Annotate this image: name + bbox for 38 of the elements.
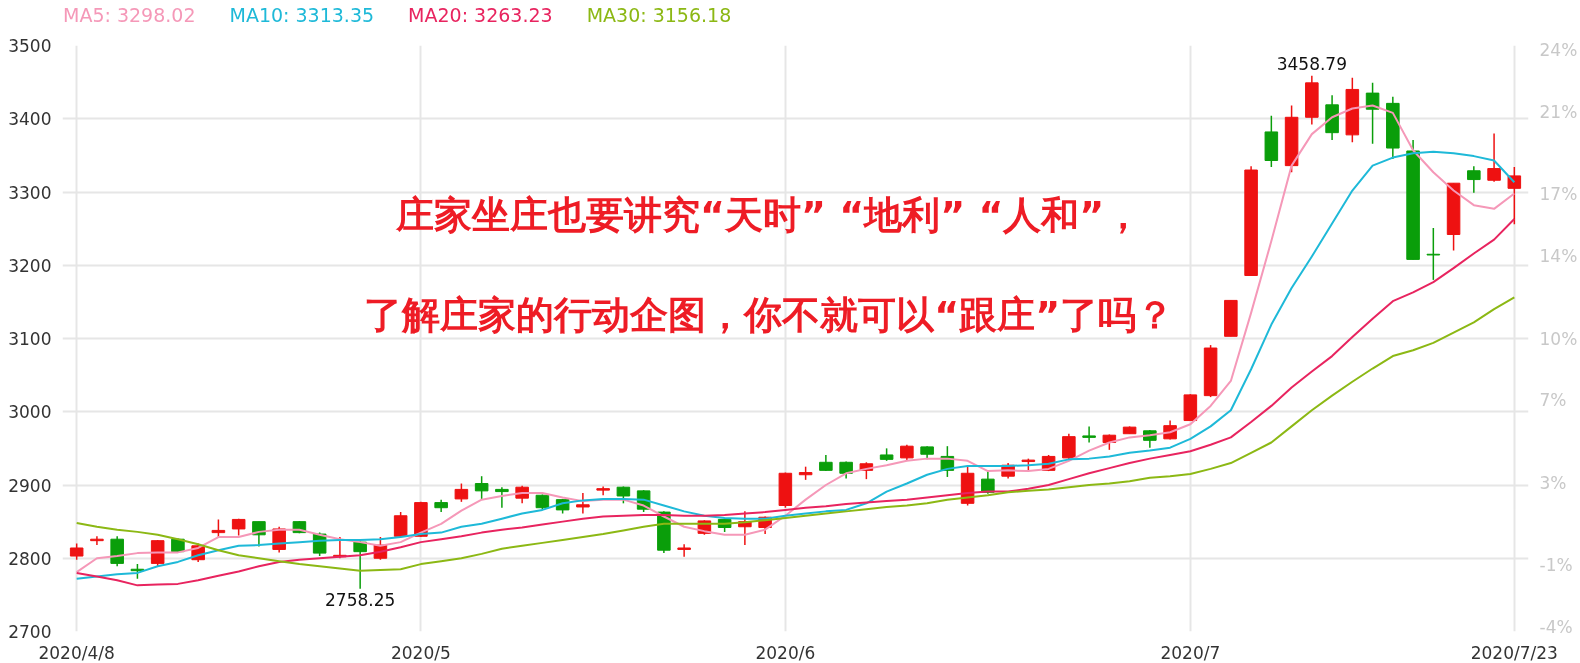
annotation: 2758.25 <box>325 589 396 610</box>
candlestick <box>596 485 610 497</box>
candlestick <box>1507 166 1522 225</box>
y-tick-label: 2700 <box>8 622 52 642</box>
y-tick-label: 2900 <box>8 475 52 496</box>
y-tick-label: 3200 <box>8 255 52 276</box>
y-tick-label: 3100 <box>8 329 52 349</box>
y-tick-label: 3400 <box>8 109 52 130</box>
candlestick <box>1062 432 1076 461</box>
x-tick-label: 2020/5 <box>391 642 451 663</box>
candlestick <box>393 511 408 538</box>
text: MA20: 3263.23 <box>408 4 553 26</box>
text: MA30: 3156.18 <box>586 4 732 26</box>
x-tick-label: 2020/7 <box>1160 642 1221 663</box>
y-tick-label: 2800 <box>8 548 52 569</box>
x-tick-label: 2020/6 <box>755 642 816 663</box>
y-tick-label: 3300 <box>8 182 52 203</box>
candlestick <box>576 492 590 515</box>
candlestick <box>677 543 691 558</box>
text: MA10: 3313.35 <box>229 4 375 26</box>
candlestick <box>1082 425 1096 444</box>
candlestick <box>474 475 489 500</box>
candlestick <box>495 486 509 509</box>
x-tick-label: 2020/4/8 <box>38 642 115 663</box>
line-series <box>75 296 1516 572</box>
candlestick <box>1426 227 1441 281</box>
annotation: 了解庄家的行动企图，你不就可以“跟庄”了吗？ <box>364 293 1175 338</box>
y-tick-label: 3500 <box>8 36 52 56</box>
annotation: 庄家坐庄也要讲究“天时” “地利” “人和”， <box>395 193 1143 238</box>
annotation: 3458.79 <box>1276 53 1347 74</box>
candlestick <box>1365 82 1380 145</box>
candlestick <box>1467 165 1481 194</box>
candlestick <box>981 469 995 495</box>
text: MA5: 3298.02 <box>63 4 196 26</box>
candlestick <box>1487 132 1501 183</box>
y-tick-label: 3000 <box>8 402 52 423</box>
candlestick <box>454 482 469 503</box>
x-tick-label: 2020/7/23 <box>1470 642 1558 663</box>
